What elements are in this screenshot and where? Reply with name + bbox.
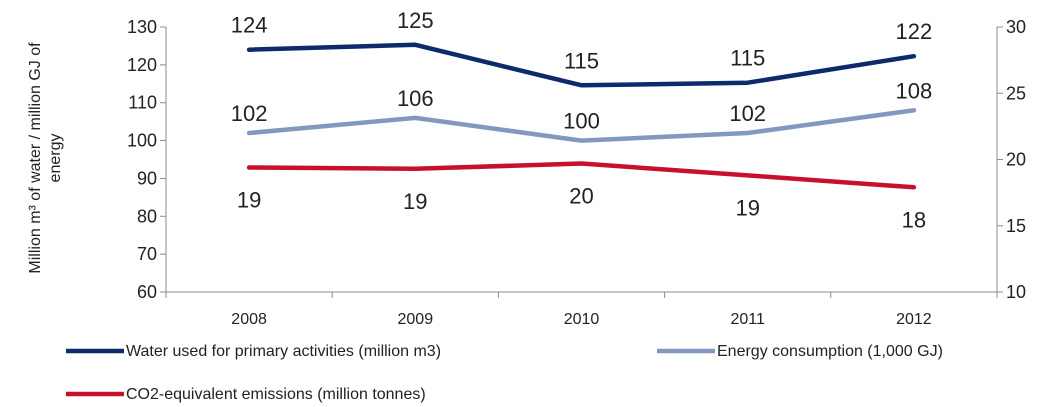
data-labels: 124 125 115 115 122 102 106 100 102 108 19 19 20 19 18 [231,8,933,233]
data-label: 20 [569,183,593,208]
x-tick-label: 2012 [896,311,932,328]
y-right-tick-label: 25 [1006,83,1026,103]
data-label: 102 [729,101,766,126]
y-left-tick-label: 110 [128,93,157,113]
axes: 60 70 80 90 100 110 120 130 10 15 20 25 30 2008 2009 20… [127,17,1026,328]
series-lines [246,42,917,190]
y-left-tick-label: 100 [127,131,157,151]
data-label: 18 [902,207,926,232]
legend-label-2: Energy consumption (1,000 GJ) [717,343,943,360]
y-left-tick-label: 90 [137,168,157,188]
data-label: 102 [231,101,268,126]
series-line-1 [246,42,917,88]
data-label: 122 [896,19,933,44]
x-tick-label: 2009 [398,311,434,328]
data-label: 115 [564,48,599,73]
series-line-3 [246,161,917,190]
y-right-tick-label: 15 [1006,216,1026,236]
y-axis-title-line-2: energy [47,134,64,183]
y-left-tick-label: 70 [137,244,157,264]
data-label: 124 [231,13,268,38]
y-right-tick-label: 30 [1006,17,1026,37]
data-label: 106 [397,86,434,111]
data-label: 125 [397,8,434,33]
y-right-tick-label: 10 [1006,282,1026,302]
legend-label-1: Water used for primary activities (milli… [126,343,441,360]
legend: Water used for primary activities (milli… [66,343,943,403]
y-left-tick-label: 60 [137,282,157,302]
x-tick-label: 2010 [564,311,600,328]
data-label: 115 [730,46,765,71]
y-axis-title-line-1: Million m³ of water / million GJ of [27,42,44,274]
data-label: 19 [237,187,261,212]
y-left-tick-label: 120 [127,55,157,75]
data-label: 100 [563,109,600,134]
data-label: 19 [403,189,427,214]
y-left-tick-label: 130 [127,17,157,37]
y-left-tick-label: 80 [137,206,157,226]
series-line-2 [246,108,917,143]
legend-label-3: CO2-equivalent emissions (million tonnes… [126,386,426,403]
data-label: 108 [896,78,933,103]
x-tick-label: 2011 [730,311,765,328]
data-label: 19 [735,195,759,220]
x-tick-label: 2008 [231,311,267,328]
y-right-tick-label: 20 [1006,150,1026,170]
y-axis-title: Million m³ of water / million GJ of ener… [27,42,64,274]
